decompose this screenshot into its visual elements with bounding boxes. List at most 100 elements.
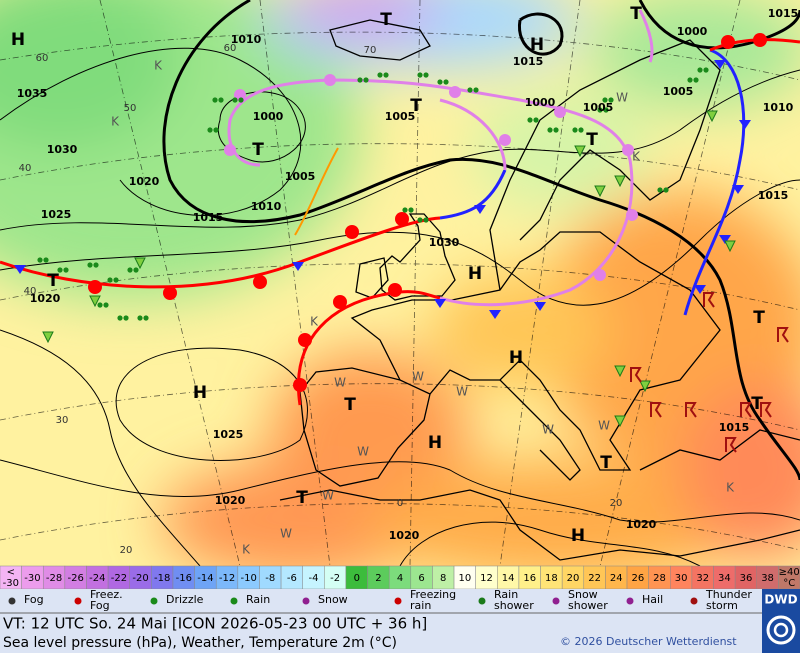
pressure-center: H <box>530 35 544 55</box>
weather-icon <box>8 597 16 605</box>
scale-label: -28 <box>46 573 62 584</box>
scale-label: 32 <box>696 573 709 584</box>
pressure-label: 1020 <box>215 494 246 507</box>
warm-front-symbol <box>388 283 402 297</box>
cold-front-symbol <box>474 205 486 214</box>
rain-symbol <box>117 315 123 321</box>
weather-icon <box>690 597 698 605</box>
pressure-center: T <box>410 96 422 116</box>
scale-label: -12 <box>219 573 235 584</box>
rain-symbol <box>663 187 669 193</box>
rain-symbol <box>687 77 693 83</box>
rain-symbol <box>443 79 449 85</box>
scale-label: < -30 <box>3 567 19 589</box>
pressure-label: 1020 <box>30 292 61 305</box>
shower-symbol <box>89 295 101 308</box>
weather-icon <box>394 597 402 605</box>
map-labels: HT TH101510106060103510001015100510051000… <box>11 4 798 557</box>
air-mass-label: W <box>334 376 346 390</box>
rain-symbol <box>218 97 224 103</box>
scale-label: -22 <box>111 573 127 584</box>
weather-legend-label: Rain <box>246 593 270 606</box>
rain-symbol <box>123 315 129 321</box>
rain-symbol <box>377 72 383 78</box>
air-mass-label: K <box>242 543 251 557</box>
warm-front-symbol <box>298 333 312 347</box>
pressure-label: 1010 <box>231 33 262 46</box>
rain-symbol <box>383 72 389 78</box>
rain-symbol <box>107 277 113 283</box>
rain-symbol <box>417 217 423 223</box>
cold-front-symbol <box>694 285 706 294</box>
rain-symbol <box>423 72 429 78</box>
rain-symbol <box>693 77 699 83</box>
shower-symbol <box>639 380 651 393</box>
occluded-front-symbol <box>449 86 461 98</box>
pressure-label: 1000 <box>677 25 708 38</box>
cold-front-symbol <box>714 60 726 69</box>
rain-symbol <box>232 97 238 103</box>
shower-symbol <box>614 175 626 188</box>
cold-front-symbol <box>739 120 751 129</box>
warm-front-symbol <box>395 212 409 226</box>
rain-symbol <box>133 267 139 273</box>
rain-symbol <box>473 87 479 93</box>
occluded-front-symbol <box>499 134 511 146</box>
weather-icon <box>626 597 634 605</box>
scale-label: -20 <box>132 573 148 584</box>
rain-symbol <box>578 127 584 133</box>
thunderstorm-symbol <box>760 402 772 418</box>
pressure-label: 1010 <box>251 200 282 213</box>
pressure-center: T <box>380 10 392 30</box>
cold-front-symbol <box>292 262 304 271</box>
scale-label: -30 <box>24 573 40 584</box>
graticule-label: 40 <box>19 163 32 174</box>
pressure-label: 1030 <box>47 143 78 156</box>
cold-front-symbol <box>732 185 744 194</box>
rain-symbol <box>357 77 363 83</box>
scale-label: -2 <box>330 573 340 584</box>
air-mass-label: W <box>412 370 424 384</box>
air-mass-label: K <box>310 315 319 329</box>
shower-symbol <box>724 240 736 253</box>
warm-front-symbol <box>163 286 177 300</box>
pressure-center: H <box>193 383 207 403</box>
air-mass-label: W <box>456 385 468 399</box>
map: HT TH101510106060103510001015100510051000… <box>0 0 800 566</box>
graticule-label: 60 <box>36 53 49 64</box>
occluded-front-symbol <box>622 144 634 156</box>
cold-front-symbol <box>534 302 546 311</box>
rain-symbol <box>213 127 219 133</box>
pressure-label: 1005 <box>385 110 416 123</box>
warm-front-symbol <box>293 378 307 392</box>
scale-label: 36 <box>740 573 753 584</box>
cold-front-symbol <box>434 299 446 308</box>
scale-label: 30 <box>675 573 688 584</box>
weather-icon <box>478 597 486 605</box>
rain-symbol <box>363 77 369 83</box>
pressure-label: 1015 <box>513 55 544 68</box>
pressure-center: T <box>600 453 612 473</box>
product-description: Sea level pressure (hPa), Weather, Tempe… <box>3 635 397 651</box>
scale-label: 18 <box>545 573 558 584</box>
air-mass-label: K <box>154 59 163 73</box>
rain-symbol <box>143 315 149 321</box>
shower-symbol <box>706 110 718 123</box>
scale-label: 16 <box>523 573 536 584</box>
graticule-label: 30 <box>56 415 69 426</box>
rain-symbol <box>63 267 69 273</box>
scale-label: 24 <box>610 573 623 584</box>
rain-symbol <box>57 267 63 273</box>
scale-label: 12 <box>480 573 493 584</box>
pressure-label: 1030 <box>429 236 460 249</box>
weather-legend-label: Fog <box>24 593 44 606</box>
occluded-front-symbol <box>234 89 246 101</box>
pressure-center: T <box>586 130 598 150</box>
pressure-label: 1020 <box>626 518 657 531</box>
pressure-center: T <box>296 488 308 508</box>
rain-symbol <box>137 315 143 321</box>
shower-symbol <box>574 145 586 158</box>
scale-label: 34 <box>718 573 731 584</box>
pressure-label: 1000 <box>253 110 284 123</box>
rain-symbol <box>93 262 99 268</box>
